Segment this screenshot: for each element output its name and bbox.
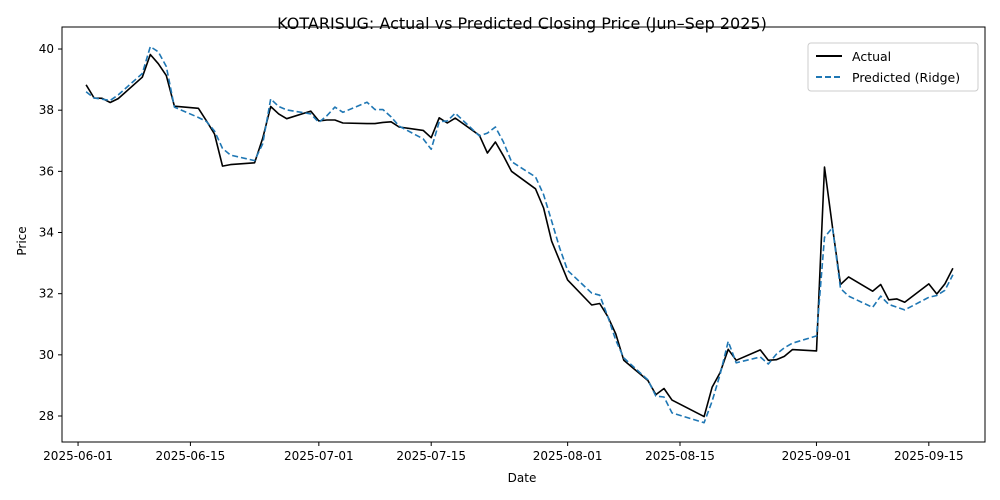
y-axis-label: Price bbox=[15, 226, 29, 255]
x-tick-label: 2025-09-01 bbox=[782, 449, 852, 463]
y-axis: 28 30 32 34 36 38 40 bbox=[39, 42, 62, 423]
series-line-predicted-ridge bbox=[85, 45, 954, 424]
y-tick-label: 28 bbox=[39, 409, 54, 423]
plot-area-frame bbox=[61, 26, 986, 443]
y-tick-label: 40 bbox=[39, 42, 54, 56]
x-tick-label: 2025-08-15 bbox=[645, 449, 715, 463]
x-tick-label: 2025-07-01 bbox=[284, 449, 354, 463]
legend-label-predicted: Predicted (Ridge) bbox=[852, 70, 960, 85]
y-tick-label: 30 bbox=[39, 348, 54, 362]
y-tick-label: 36 bbox=[39, 164, 54, 178]
x-tick-label: 2025-07-15 bbox=[396, 449, 466, 463]
chart-title: KOTARISUG: Actual vs Predicted Closing P… bbox=[277, 14, 767, 33]
series-line-actual bbox=[85, 53, 954, 418]
legend-box bbox=[807, 42, 979, 92]
x-tick-label: 2025-06-01 bbox=[43, 449, 113, 463]
y-tick-label: 38 bbox=[39, 103, 54, 117]
series-layer bbox=[85, 45, 954, 424]
x-axis: 2025-06-01 2025-06-15 2025-07-01 2025-07-15… bbox=[43, 442, 964, 463]
x-axis-label: Date bbox=[508, 471, 537, 485]
y-tick-label: 32 bbox=[39, 287, 54, 301]
x-tick-label: 2025-06-15 bbox=[156, 449, 226, 463]
x-tick-label: 2025-08-01 bbox=[533, 449, 603, 463]
x-tick-label: 2025-09-15 bbox=[894, 449, 964, 463]
y-tick-label: 34 bbox=[39, 226, 54, 240]
legend-label-actual: Actual bbox=[852, 49, 891, 64]
legend: Actual Predicted (Ridge) bbox=[807, 42, 979, 92]
